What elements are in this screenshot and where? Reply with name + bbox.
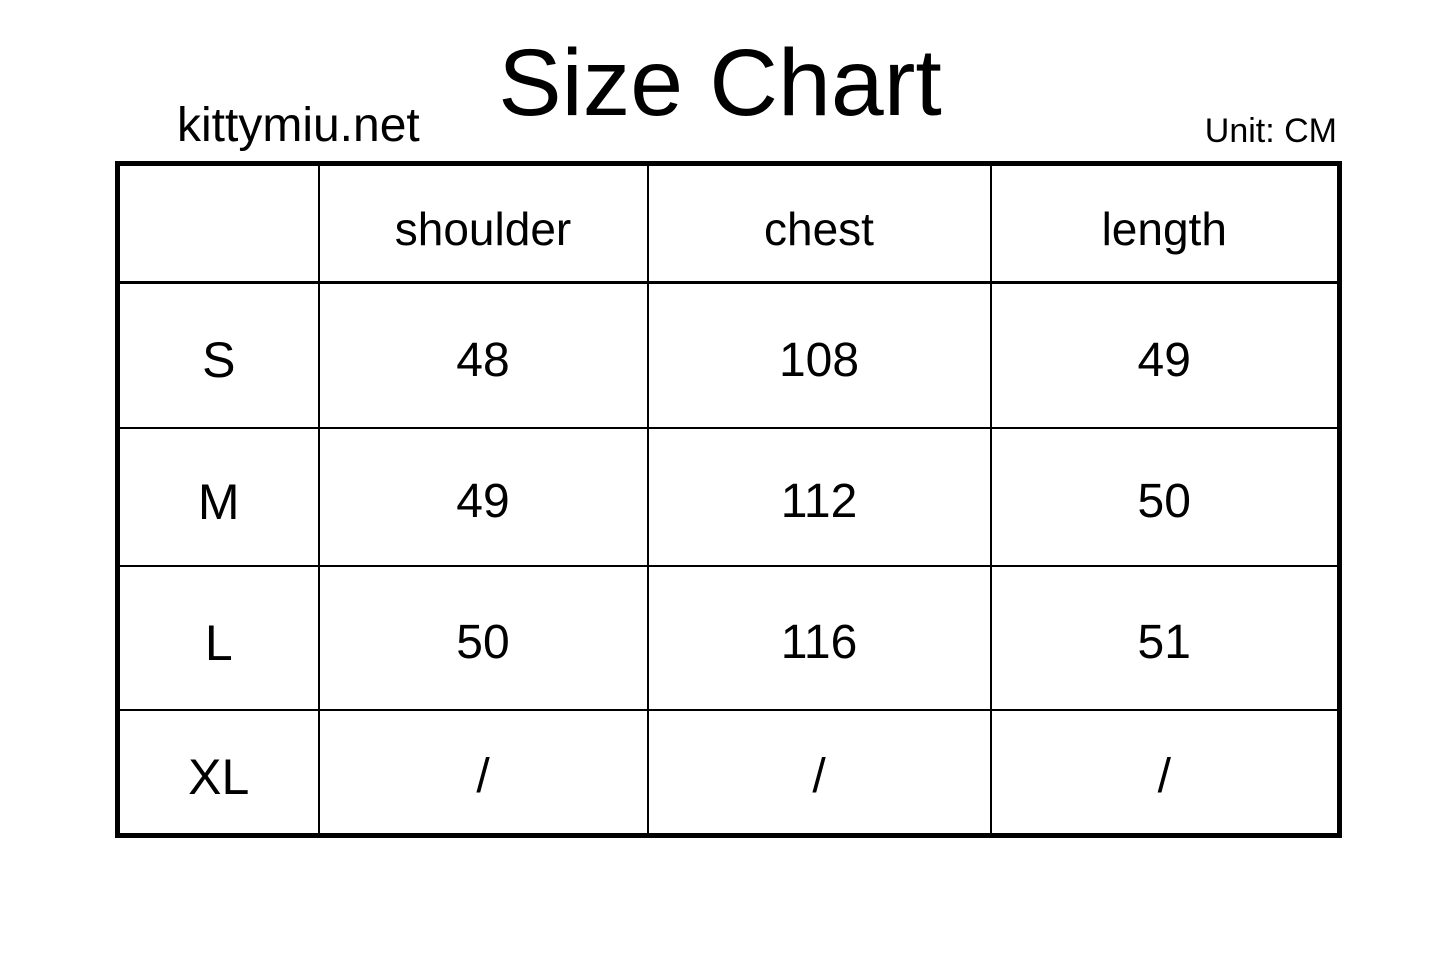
corner-cell [116, 162, 320, 284]
row-label-xl: XL [116, 708, 320, 837]
table-row-xl: XL / / / [116, 708, 1341, 837]
cell-s-length: 49 [989, 281, 1341, 429]
cell-m-chest: 112 [646, 426, 992, 567]
row-label-l: L [116, 564, 320, 711]
cell-xl-shoulder: / [317, 708, 649, 837]
size-table: shoulder chest length S 48 108 49 M 49 1… [115, 161, 1342, 838]
table-header-row: shoulder chest length [116, 162, 1341, 284]
row-label-m: M [116, 426, 320, 567]
cell-s-chest: 108 [646, 281, 992, 429]
table-row-m: M 49 112 50 [116, 426, 1341, 567]
table-row-l: L 50 116 51 [116, 564, 1341, 711]
cell-m-shoulder: 49 [317, 426, 649, 567]
cell-l-length: 51 [989, 564, 1341, 711]
site-watermark: kittymiu.net [177, 99, 420, 152]
col-header-length: length [989, 162, 1341, 284]
cell-m-length: 50 [989, 426, 1341, 567]
row-label-s: S [116, 281, 320, 429]
page-title: Size Chart [498, 30, 942, 136]
unit-label: Unit: CM [1204, 112, 1337, 150]
table-row-s: S 48 108 49 [116, 281, 1341, 429]
cell-s-shoulder: 48 [317, 281, 649, 429]
col-header-chest: chest [646, 162, 992, 284]
col-header-shoulder: shoulder [317, 162, 649, 284]
cell-l-chest: 116 [646, 564, 992, 711]
cell-xl-chest: / [646, 708, 992, 837]
cell-xl-length: / [989, 708, 1341, 837]
cell-l-shoulder: 50 [317, 564, 649, 711]
